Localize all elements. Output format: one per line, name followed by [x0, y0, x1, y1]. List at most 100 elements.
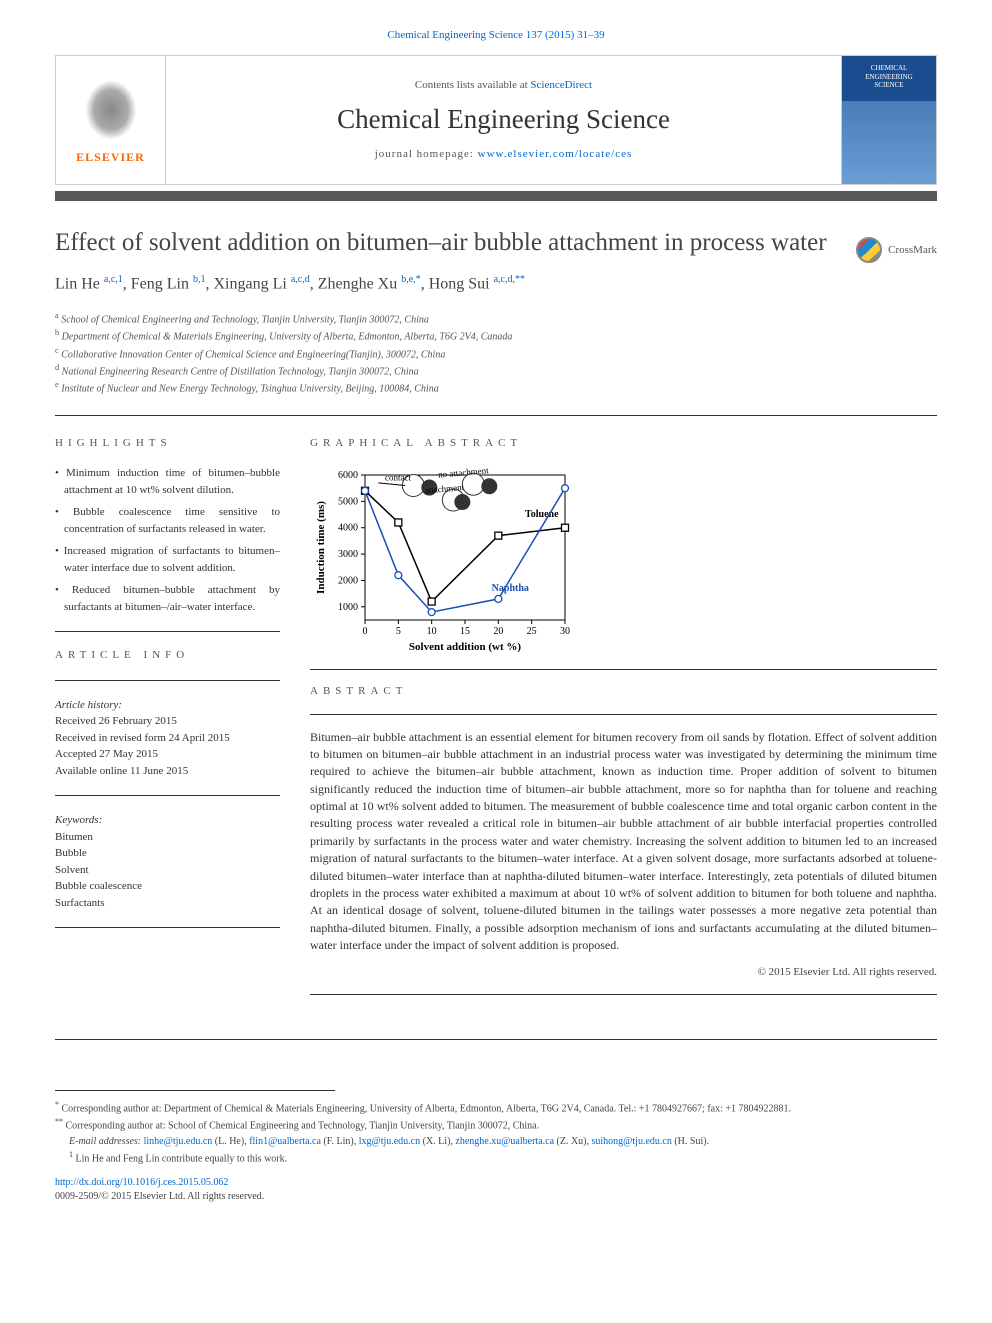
author-affiliation-sup: b,1: [193, 274, 206, 285]
crossmark-label: CrossMark: [888, 243, 937, 258]
author-name: Feng Lin: [131, 276, 189, 293]
affiliations-block: a School of Chemical Engineering and Tec…: [55, 310, 937, 397]
svg-text:4000: 4000: [338, 523, 358, 534]
contents-line: Contents lists available at ScienceDirec…: [415, 78, 592, 93]
email-link[interactable]: suihong@tju.edu.cn: [592, 1136, 672, 1147]
header-banner: ELSEVIER Contents lists available at Sci…: [55, 55, 937, 185]
online-date: Available online 11 June 2015: [55, 763, 280, 780]
svg-text:30: 30: [560, 626, 570, 637]
svg-text:Naphtha: Naphtha: [492, 583, 529, 594]
corr2-sup: **: [55, 1117, 63, 1126]
abstract-heading: ABSTRACT: [310, 684, 937, 699]
left-rule-2: [55, 680, 280, 681]
corr-author-1: * Corresponding author at: Department of…: [55, 1099, 937, 1116]
highlight-item: Reduced bitumen–bubble attachment by sur…: [55, 582, 280, 615]
left-rule-4: [55, 927, 280, 928]
author-affiliation-sup: a,c,1: [104, 274, 123, 285]
received-date: Received 26 February 2015: [55, 713, 280, 730]
copyright-line: © 2015 Elsevier Ltd. All rights reserved…: [310, 965, 937, 980]
left-rule-1: [55, 631, 280, 632]
svg-text:25: 25: [527, 626, 537, 637]
journal-name: Chemical Engineering Science: [337, 101, 670, 139]
svg-text:1000: 1000: [338, 602, 358, 613]
sciencedirect-link[interactable]: ScienceDirect: [530, 79, 592, 91]
crossmark-widget[interactable]: CrossMark: [856, 237, 937, 263]
article-title: Effect of solvent addition on bitumen–ai…: [55, 227, 856, 258]
email-label: E-mail addresses:: [69, 1136, 144, 1147]
email-link[interactable]: zhenghe.xu@ualberta.ca: [455, 1136, 554, 1147]
keywords-list: BitumenBubbleSolventBubble coalescenceSu…: [55, 829, 280, 912]
svg-text:20: 20: [493, 626, 503, 637]
keyword-item: Bubble: [55, 845, 280, 862]
keyword-item: Bitumen: [55, 829, 280, 846]
highlight-item: Increased migration of surfactants to bi…: [55, 543, 280, 576]
footnotes-rule: [55, 1090, 335, 1097]
svg-text:contact: contact: [385, 472, 411, 482]
cover-text-1: CHEMICAL: [871, 64, 908, 72]
issn-line: 0009-2509/© 2015 Elsevier Ltd. All right…: [55, 1190, 937, 1204]
rule-bottom: [55, 1039, 937, 1040]
homepage-prefix: journal homepage:: [375, 148, 478, 160]
crossmark-icon: [856, 237, 882, 263]
author-name: Hong Sui: [429, 276, 490, 293]
svg-text:15: 15: [460, 626, 470, 637]
email-link[interactable]: linhe@tju.edu.cn: [144, 1136, 213, 1147]
svg-text:2000: 2000: [338, 576, 358, 587]
history-label: Article history:: [55, 697, 280, 714]
highlight-item: Minimum induction time of bitumen–bubble…: [55, 465, 280, 498]
cover-text-2: ENGINEERING: [865, 73, 912, 81]
corr1-sup: *: [55, 1100, 59, 1109]
journal-ref-link[interactable]: Chemical Engineering Science 137 (2015) …: [387, 29, 604, 41]
graphical-abstract-chart: 100020003000400050006000051015202530Solv…: [310, 465, 590, 655]
left-rule-3: [55, 795, 280, 796]
doi-line: http://dx.doi.org/10.1016/j.ces.2015.05.…: [55, 1176, 937, 1190]
svg-text:5000: 5000: [338, 497, 358, 508]
right-rule-2: [310, 714, 937, 715]
email-who: (H. Sui): [674, 1136, 706, 1147]
svg-text:Toluene: Toluene: [525, 509, 559, 520]
induction-time-chart: 100020003000400050006000051015202530Solv…: [310, 465, 590, 655]
article-info-heading: ARTICLE INFO: [55, 648, 280, 663]
email-who: (L. He): [215, 1136, 244, 1147]
svg-text:3000: 3000: [338, 549, 358, 560]
cover-text-3: SCIENCE: [874, 81, 903, 89]
rule-top: [55, 415, 937, 416]
elsevier-tree-icon: [81, 75, 141, 145]
svg-text:0: 0: [363, 626, 368, 637]
affiliation-line: c Collaborative Innovation Center of Che…: [55, 345, 937, 362]
svg-text:6000: 6000: [338, 470, 358, 481]
grey-divider-bar: [55, 191, 937, 201]
corr2-text: Corresponding author at: School of Chemi…: [66, 1121, 540, 1132]
email-link[interactable]: lxg@tju.edu.cn: [359, 1136, 420, 1147]
contents-prefix: Contents lists available at: [415, 79, 530, 91]
author-name: Lin He: [55, 276, 100, 293]
right-rule-1: [310, 669, 937, 670]
footnotes-block: * Corresponding author at: Department of…: [55, 1099, 937, 1166]
right-column: GRAPHICAL ABSTRACT 1000 2000 3000 4000 5000 6…: [310, 436, 937, 1009]
journal-cover-thumbnail[interactable]: CHEMICAL ENGINEERING SCIENCE: [841, 56, 936, 184]
email-who: (F. Lin): [323, 1136, 353, 1147]
author-name: Xingang Li: [213, 276, 286, 293]
affiliation-line: d National Engineering Research Centre o…: [55, 362, 937, 379]
publisher-logo[interactable]: ELSEVIER: [56, 56, 166, 184]
homepage-link[interactable]: www.elsevier.com/locate/ces: [478, 148, 633, 160]
affiliation-line: b Department of Chemical & Materials Eng…: [55, 327, 937, 344]
svg-text:5: 5: [396, 626, 401, 637]
journal-reference: Chemical Engineering Science 137 (2015) …: [55, 28, 937, 43]
doi-link[interactable]: http://dx.doi.org/10.1016/j.ces.2015.05.…: [55, 1177, 228, 1188]
note1-sup: 1: [69, 1150, 73, 1159]
corr-author-2: ** Corresponding author at: School of Ch…: [55, 1116, 937, 1133]
highlights-list: Minimum induction time of bitumen–bubble…: [55, 465, 280, 615]
author-affiliation-sup: a,c,d,**: [494, 274, 525, 285]
right-rule-3: [310, 994, 937, 995]
highlight-item: Bubble coalescence time sensitive to con…: [55, 504, 280, 537]
corr1-text: Corresponding author at: Department of C…: [62, 1103, 792, 1114]
authors-line: Lin He a,c,1, Feng Lin b,1, Xingang Li a…: [55, 273, 937, 296]
note1-text: Lin He and Feng Lin contribute equally t…: [76, 1153, 288, 1164]
equal-contribution-note: 1 Lin He and Feng Lin contribute equally…: [55, 1149, 937, 1166]
article-info-block: Article history: Received 26 February 20…: [55, 697, 280, 912]
left-column: HIGHLIGHTS Minimum induction time of bit…: [55, 436, 280, 1009]
svg-text:Induction time (ms): Induction time (ms): [315, 501, 327, 594]
email-link[interactable]: flin1@ualberta.ca: [249, 1136, 321, 1147]
graphical-abstract-heading: GRAPHICAL ABSTRACT: [310, 436, 937, 451]
